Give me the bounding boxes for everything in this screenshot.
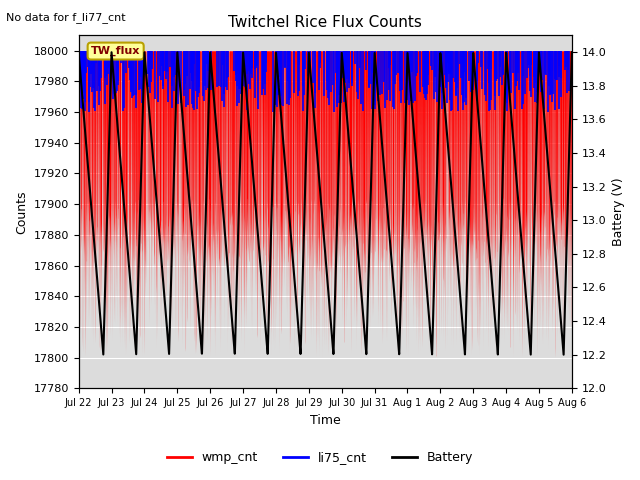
Title: Twitchel Rice Flux Counts: Twitchel Rice Flux Counts <box>228 15 422 30</box>
Text: TW_flux: TW_flux <box>91 46 140 56</box>
Text: No data for f_li77_cnt: No data for f_li77_cnt <box>6 12 126 23</box>
X-axis label: Time: Time <box>310 414 340 427</box>
Y-axis label: Counts: Counts <box>15 190 28 234</box>
Legend: wmp_cnt, li75_cnt, Battery: wmp_cnt, li75_cnt, Battery <box>162 446 478 469</box>
Y-axis label: Battery (V): Battery (V) <box>612 178 625 246</box>
